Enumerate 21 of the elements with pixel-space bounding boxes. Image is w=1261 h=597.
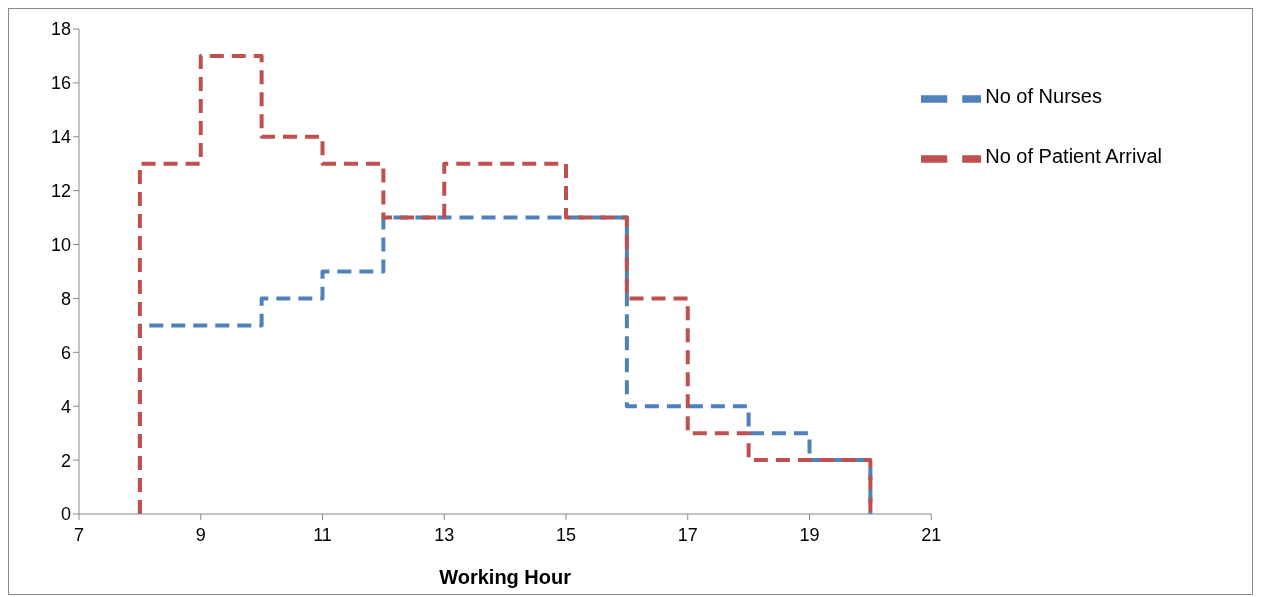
y-tick-label: 6 bbox=[60, 342, 71, 363]
x-tick-label: 19 bbox=[799, 524, 820, 545]
x-tick-label: 17 bbox=[677, 524, 698, 545]
x-tick-label: 15 bbox=[555, 524, 577, 545]
x-tick-label: 21 bbox=[921, 524, 942, 545]
x-tick-label: 9 bbox=[195, 524, 206, 545]
legend-label: No of Patient Arrival bbox=[985, 145, 1162, 168]
y-tick-label: 8 bbox=[60, 288, 71, 309]
y-tick-label: 2 bbox=[60, 450, 71, 471]
x-tick-label: 13 bbox=[434, 524, 455, 545]
x-axis-title: Working Hour bbox=[439, 566, 572, 588]
y-tick-label: 18 bbox=[50, 19, 71, 40]
legend-label: No of Nurses bbox=[985, 85, 1102, 108]
y-tick-label: 16 bbox=[50, 73, 71, 94]
y-tick-label: 0 bbox=[60, 504, 71, 525]
y-tick-label: 14 bbox=[50, 127, 71, 148]
y-tick-label: 12 bbox=[50, 181, 71, 202]
y-tick-label: 4 bbox=[60, 396, 71, 417]
y-tick-label: 10 bbox=[50, 234, 71, 255]
x-tick-label: 7 bbox=[73, 524, 85, 545]
x-tick-label: 11 bbox=[313, 524, 332, 545]
